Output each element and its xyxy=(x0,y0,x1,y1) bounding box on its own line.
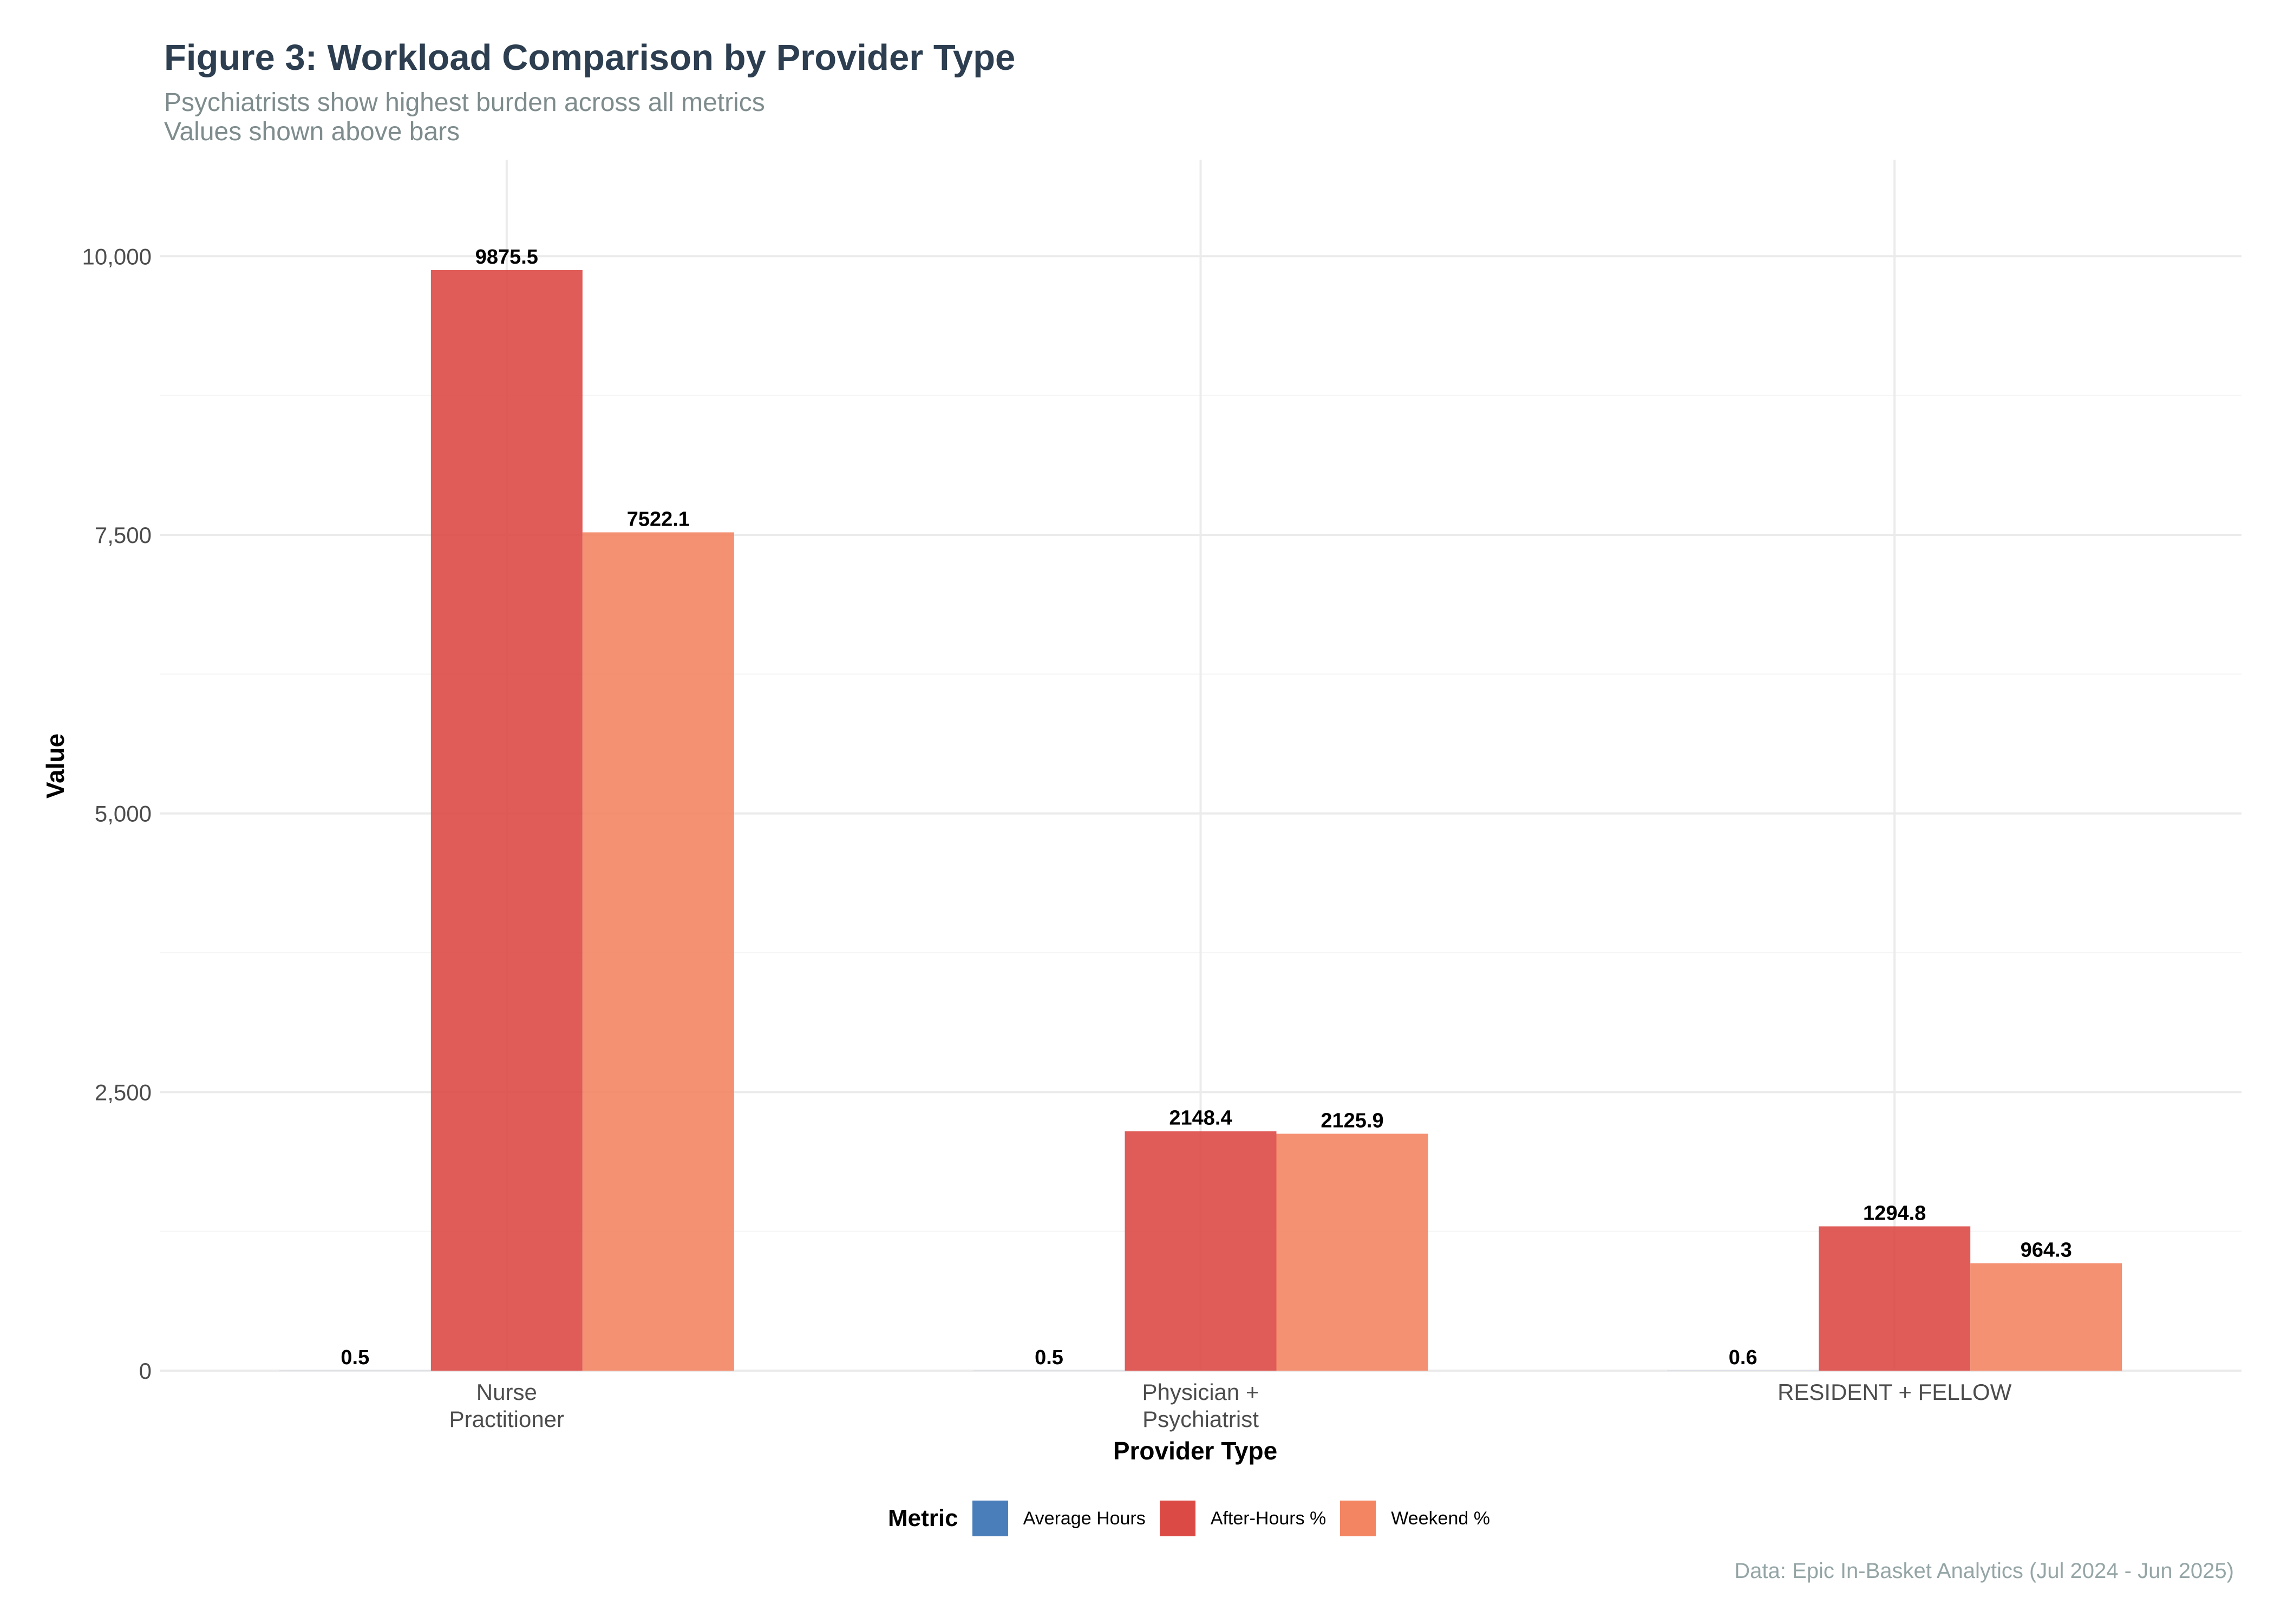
chart-title: Figure 3: Workload Comparison by Provide… xyxy=(164,37,1016,78)
y-tick-label: 0 xyxy=(139,1358,152,1384)
bars xyxy=(279,270,2122,1371)
data-label: 1294.8 xyxy=(1863,1202,1926,1224)
legend-swatch xyxy=(1340,1501,1376,1536)
x-tick-label: RESIDENT + FELLOW xyxy=(1778,1379,2012,1405)
y-tick-label: 5,000 xyxy=(95,801,152,827)
legend-label: After-Hours % xyxy=(1210,1508,1327,1529)
data-label: 9875.5 xyxy=(475,246,538,269)
legend-item-weekend: Weekend % xyxy=(1340,1501,1490,1536)
bar xyxy=(1970,1263,2122,1371)
bar xyxy=(1819,1226,1971,1371)
data-labels: 0.5 0.5 0.6 9875.5 2148.4 1294.8 7522.1 2125.9 9… xyxy=(341,246,2072,1369)
data-label: 7522.1 xyxy=(627,508,690,531)
data-label: 0.5 xyxy=(341,1346,369,1369)
x-tick-label: Physician + Psychiatrist xyxy=(1142,1379,1259,1432)
data-label: 0.6 xyxy=(1729,1346,1757,1369)
legend-label: Average Hours xyxy=(1023,1508,1146,1529)
legend-label: Weekend % xyxy=(1391,1508,1490,1529)
x-tick-label: Nurse Practitioner xyxy=(449,1379,564,1432)
data-label: 2148.4 xyxy=(1169,1107,1232,1130)
chart-subtitle-line-2: Values shown above bars xyxy=(164,117,460,146)
legend-item-after-hours: After-Hours % xyxy=(1159,1501,1327,1536)
bar xyxy=(430,270,583,1371)
legend-swatch xyxy=(1159,1501,1195,1536)
legend-title: Metric xyxy=(888,1505,958,1531)
data-label: 2125.9 xyxy=(1321,1109,1383,1132)
legend-swatch xyxy=(972,1501,1008,1536)
chart-subtitle-line-1: Psychiatrists show highest burden across… xyxy=(164,88,765,117)
legend-item-average-hours: Average Hours xyxy=(972,1501,1146,1536)
legend: Metric Average Hours After-Hours % Weeke… xyxy=(888,1499,1504,1537)
y-tick-label: 2,500 xyxy=(95,1079,152,1105)
y-tick-label: 10,000 xyxy=(82,244,152,269)
chart-caption: Data: Epic In-Basket Analytics (Jul 2024… xyxy=(1734,1559,2234,1583)
bar xyxy=(582,532,734,1371)
bar xyxy=(1125,1131,1277,1371)
y-axis-title: Value xyxy=(41,734,69,798)
data-label: 964.3 xyxy=(2021,1239,2072,1261)
y-tick-label: 7,500 xyxy=(95,522,152,548)
bar xyxy=(1276,1134,1428,1371)
data-label: 0.5 xyxy=(1035,1346,1063,1369)
axes: 0 2,500 5,000 7,500 10,000 Nurse Practitioner P… xyxy=(41,244,2012,1465)
x-axis-title: Provider Type xyxy=(1113,1437,1277,1465)
